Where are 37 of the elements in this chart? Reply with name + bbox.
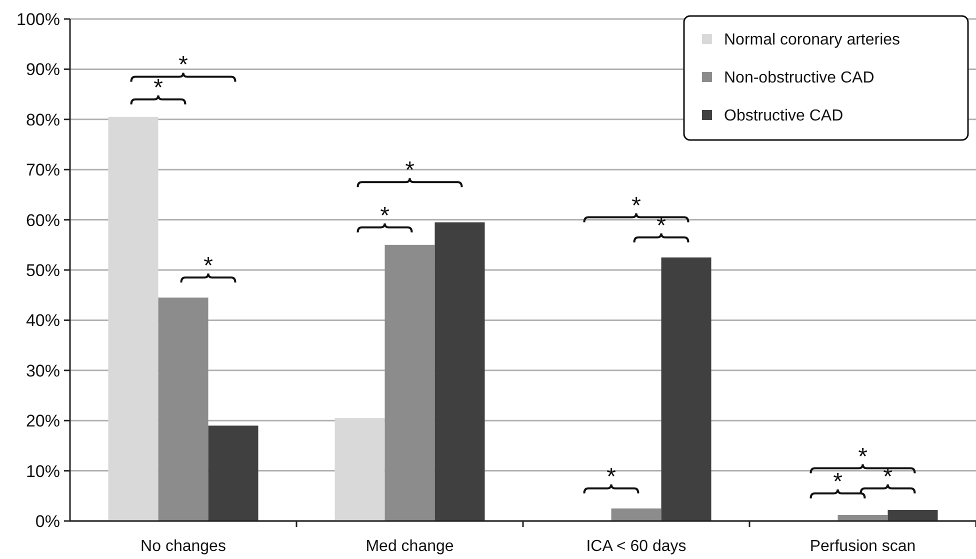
annotation: *	[380, 202, 390, 230]
annotation: *	[154, 74, 163, 102]
bar	[158, 298, 208, 521]
y-tick-label: 0%	[35, 512, 60, 531]
x-tick-label: Perfusion scan	[810, 538, 916, 555]
y-tick-label: 40%	[26, 311, 60, 330]
annotation: *	[178, 52, 188, 79]
y-tick-label: 90%	[26, 60, 60, 80]
legend-label: Normal coronary arteries	[724, 32, 900, 49]
x-tick-label: Med change	[366, 538, 454, 555]
y-tick-label: 20%	[26, 412, 60, 431]
bar	[108, 116, 158, 521]
bar	[838, 514, 888, 521]
x-tick-label: ICA < 60 days	[586, 538, 686, 555]
annotation: *	[632, 192, 641, 220]
x-tick-label: No changes	[140, 538, 226, 555]
bar	[434, 222, 485, 521]
bar	[888, 510, 938, 521]
bar	[208, 426, 258, 521]
y-tick-label: 100%	[16, 10, 60, 29]
bar	[334, 418, 385, 521]
bar	[611, 508, 662, 521]
legend-label: Non-obstructive CAD	[724, 70, 874, 87]
y-tick-label: 50%	[26, 260, 60, 280]
y-tick-label: 30%	[26, 361, 60, 380]
y-tick-label: 70%	[26, 160, 60, 180]
annotation: *	[606, 463, 616, 490]
y-tick-label: 80%	[26, 110, 60, 130]
annotation: *	[204, 252, 213, 280]
y-tick-label: 60%	[26, 210, 60, 230]
legend-label: Obstructive CAD	[724, 108, 844, 125]
bar	[661, 257, 712, 521]
bar	[384, 244, 435, 521]
annotation: *	[405, 157, 414, 184]
annotation: *	[833, 468, 842, 496]
annotation: *	[858, 443, 868, 470]
y-tick-label: 10%	[26, 462, 60, 481]
